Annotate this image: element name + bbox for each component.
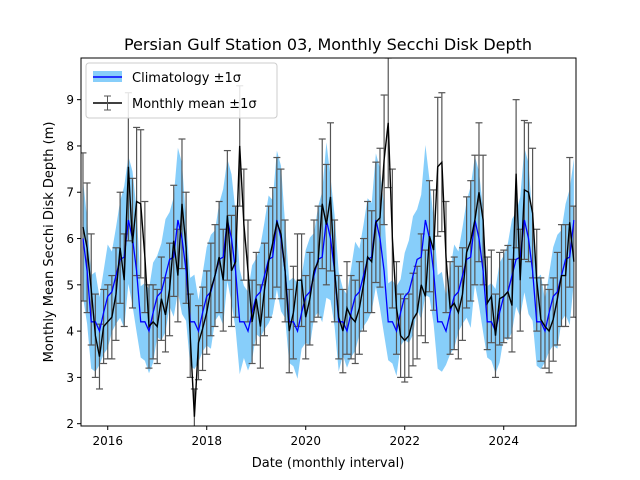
legend: Climatology ±1σ Monthly mean ±1σ bbox=[85, 62, 278, 119]
y-tick-label: 7 bbox=[66, 186, 74, 200]
legend-label-monthly-mean: Monthly mean ±1σ bbox=[132, 97, 257, 112]
monthly-mean-line-layer bbox=[82, 122, 575, 417]
x-tick-label: 2016 bbox=[92, 434, 123, 448]
y-tick-label: 9 bbox=[66, 93, 74, 107]
x-tick-label: 2024 bbox=[488, 434, 519, 448]
climatology-line bbox=[82, 219, 575, 334]
legend-label-climatology: Climatology ±1σ bbox=[132, 71, 241, 86]
x-tick-label: 2022 bbox=[389, 434, 420, 448]
climatology-band bbox=[83, 142, 574, 379]
chart-title: Persian Gulf Station 03, Monthly Secchi … bbox=[124, 35, 532, 54]
y-axis: 2 3 4 5 6 7 8 9 bbox=[66, 93, 81, 431]
errorbar bbox=[190, 388, 198, 426]
y-tick-label: 5 bbox=[66, 278, 74, 292]
monthly-mean-line bbox=[82, 122, 575, 417]
y-tick-label: 6 bbox=[66, 232, 74, 246]
plot-area bbox=[81, 58, 576, 426]
x-tick-label: 2018 bbox=[191, 434, 222, 448]
plot-frame bbox=[80, 57, 577, 427]
y-axis-label: Monthly Mean Secchi Disk Depth (m) bbox=[42, 122, 57, 363]
x-axis-label: Date (monthly interval) bbox=[252, 456, 405, 471]
y-tick-label: 8 bbox=[66, 139, 74, 153]
x-axis: 2016 2018 2020 2022 2024 bbox=[92, 426, 519, 448]
y-tick-label: 2 bbox=[66, 417, 74, 431]
climatology-band-layer bbox=[83, 142, 574, 379]
climatology-line-layer bbox=[82, 219, 575, 334]
y-tick-label: 4 bbox=[66, 325, 74, 339]
y-tick-label: 3 bbox=[66, 371, 74, 385]
errorbar bbox=[81, 152, 87, 302]
x-tick-label: 2020 bbox=[290, 434, 321, 448]
legend-box bbox=[85, 62, 278, 119]
